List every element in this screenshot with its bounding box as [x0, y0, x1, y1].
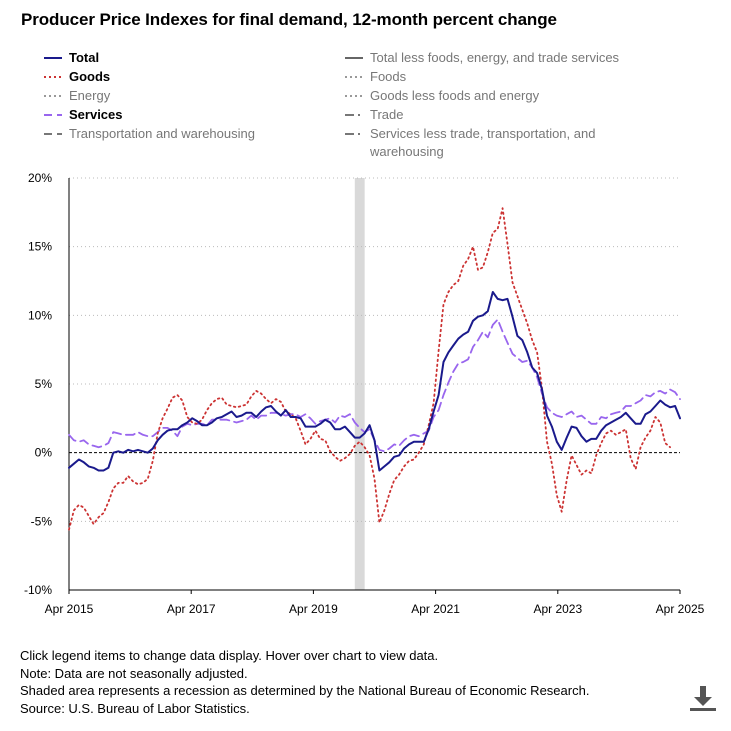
legend-item-total[interactable]: Total [43, 49, 99, 67]
legend-label-goods: Goods [69, 69, 111, 84]
legend-swatch-goods [44, 76, 62, 78]
legend-swatch-services [44, 114, 62, 116]
y-tick-label: 5% [35, 377, 53, 391]
series-line-services [68, 318, 681, 453]
note-recession: Shaded area represents a recession as de… [20, 683, 590, 698]
x-tick-label: Apr 2019 [289, 602, 338, 616]
legend-label-transport: Transportation and warehousing [69, 126, 255, 141]
legend-label-total_less: Total less foods, energy, and trade serv… [370, 50, 620, 65]
legend-item-services_less[interactable]: Services less trade, transportation, and… [344, 125, 644, 161]
note-seasonal: Note: Data are not seasonally adjusted. [20, 665, 248, 681]
legend-swatch-goods_less [345, 95, 363, 97]
series-line-total [68, 291, 681, 472]
x-tick-label: Apr 2017 [167, 602, 216, 616]
series-line-goods [68, 207, 671, 531]
note-source: Source: U.S. Bureau of Labor Statistics. [20, 700, 250, 716]
recession-shading [354, 178, 365, 590]
y-tick-label: 0% [35, 446, 53, 460]
legend-item-foods[interactable]: Foods [344, 68, 644, 86]
y-tick-label: 15% [28, 240, 52, 254]
legend-label-energy: Energy [69, 88, 111, 103]
legend-label-trade: Trade [370, 107, 404, 122]
legend-label-services_less: Services less trade, transportation, and… [370, 126, 596, 159]
legend-item-total_less[interactable]: Total less foods, energy, and trade serv… [344, 49, 644, 67]
download-icon[interactable] [689, 685, 717, 713]
legend-swatch-trade [345, 114, 363, 116]
note-instructions: Click legend items to change data displa… [20, 648, 439, 663]
x-tick-label: Apr 2021 [411, 602, 460, 616]
chart-title: Producer Price Indexes for final demand,… [21, 10, 557, 29]
chart-notes: Click legend items to change data displa… [20, 647, 589, 717]
legend-label-goods_less: Goods less foods and energy [370, 88, 540, 103]
legend-label-services: Services [69, 107, 123, 122]
legend-item-trade[interactable]: Trade [344, 106, 644, 124]
legend-item-energy[interactable]: Energy [43, 87, 110, 105]
legend-swatch-energy [44, 95, 62, 97]
y-tick-label: 20% [28, 171, 52, 185]
legend-swatch-total [44, 57, 62, 59]
x-tick-label: Apr 2025 [656, 602, 705, 616]
legend-item-goods_less[interactable]: Goods less foods and energy [344, 87, 644, 105]
legend-swatch-foods [345, 76, 363, 78]
legend-label-foods: Foods [370, 69, 407, 84]
line-chart[interactable]: -10% -5% 0% 5% 10% 15% 20% Apr 2015 Apr 2017 Apr … [0, 0, 731, 640]
x-tick-label: Apr 2023 [533, 602, 582, 616]
legend-item-goods[interactable]: Goods [43, 68, 110, 86]
legend-item-transport[interactable]: Transportation and warehousing [43, 125, 255, 143]
y-tick-label: -5% [31, 514, 53, 528]
legend-swatch-transport [44, 133, 62, 135]
y-tick-label: -10% [24, 583, 52, 597]
legend-item-services[interactable]: Services [43, 106, 123, 124]
legend-swatch-total_less [345, 57, 363, 59]
y-tick-label: 10% [28, 308, 52, 322]
legend-label-total: Total [69, 50, 100, 65]
legend-swatch-services_less [345, 133, 363, 135]
x-tick-label: Apr 2015 [45, 602, 94, 616]
